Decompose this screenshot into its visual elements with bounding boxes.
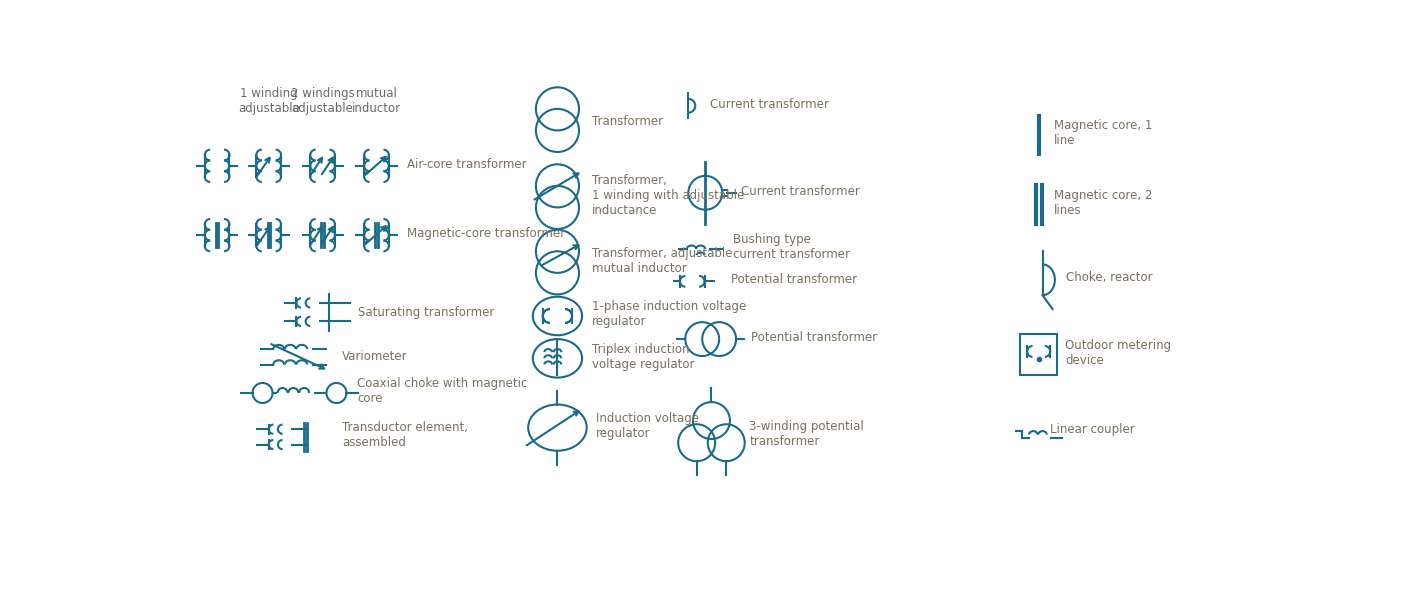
Text: Current transformer: Current transformer [742,185,861,198]
Text: Magnetic-core transformer: Magnetic-core transformer [407,227,565,240]
Text: Magnetic core, 2
lines: Magnetic core, 2 lines [1054,188,1153,217]
Text: Transformer,
1 winding with adjustable
inductance: Transformer, 1 winding with adjustable i… [592,174,745,217]
Text: 3-winding potential
transformer: 3-winding potential transformer [749,420,863,448]
Bar [1020,335,1057,375]
Text: 1 winding
adjustable: 1 winding adjustable [237,88,300,115]
Text: mutual
inductor: mutual inductor [352,88,401,115]
Text: Induction voltage
regulator: Induction voltage regulator [596,412,699,440]
Text: 1-phase induction voltage
regulator: 1-phase induction voltage regulator [592,300,746,329]
Text: Choke, reactor: Choke, reactor [1065,271,1152,284]
Text: Transformer, adjustable
mutual inductor: Transformer, adjustable mutual inductor [592,247,732,275]
Text: Coaxial choke with magnetic
core: Coaxial choke with magnetic core [357,378,527,405]
Text: Potential transformer: Potential transformer [731,274,856,286]
Text: 2 windings
adjustable: 2 windings adjustable [291,88,355,115]
Text: Bushing type
current transformer: Bushing type current transformer [733,233,851,261]
Text: Variometer: Variometer [342,350,407,364]
Text: Air-core transformer: Air-core transformer [407,158,527,171]
Text: Transformer: Transformer [592,114,663,128]
Text: Outdoor metering
device: Outdoor metering device [1065,339,1171,367]
Text: Triplex induction
voltage regulator: Triplex induction voltage regulator [592,343,695,371]
Text: Saturating transformer: Saturating transformer [357,305,495,319]
Text: Magnetic core, 1
line: Magnetic core, 1 line [1054,119,1153,147]
Text: Current transformer: Current transformer [709,98,829,111]
Text: Linear coupler: Linear coupler [1050,424,1135,436]
Text: Transductor element,
assembled: Transductor element, assembled [342,421,468,449]
Text: Potential transformer: Potential transformer [752,331,877,344]
